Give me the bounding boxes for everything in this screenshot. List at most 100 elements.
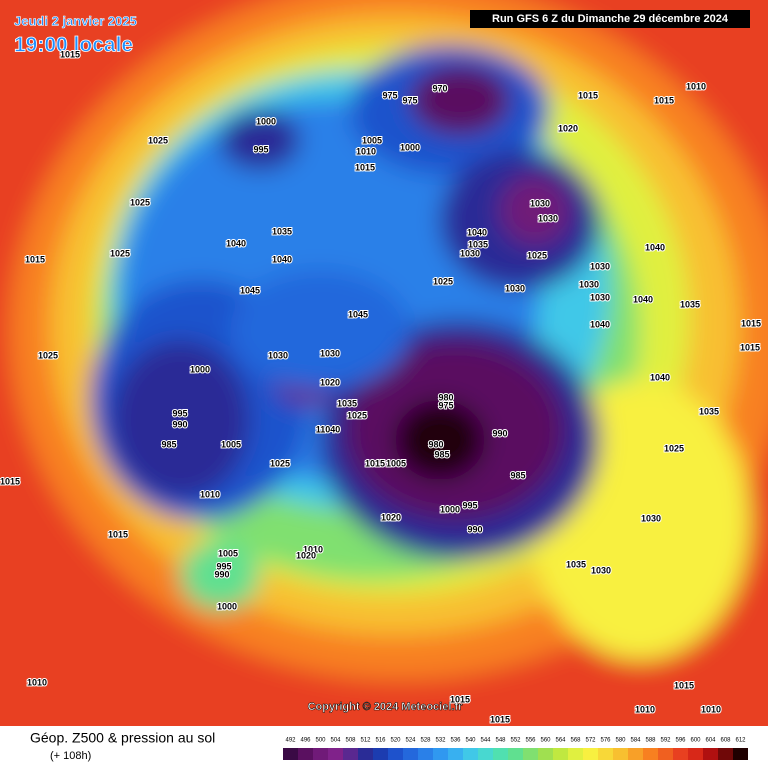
colorbar-label: 516 [375,738,386,744]
footer-bar [0,726,768,768]
pressure-label: 1010 [635,704,655,714]
colorbar-label: 608 [720,738,731,744]
colorbar-label: 556 [525,738,536,744]
colorbar-label: 500 [315,738,326,744]
colorbar-label: 604 [705,738,716,744]
colorbar-label: 532 [435,738,446,744]
pressure-label: 1035 [272,226,292,236]
pressure-label: 1015 [578,90,598,100]
colorbar-swatch [733,748,748,760]
pressure-label: 11040 [316,424,341,434]
pressure-label: 1030 [268,350,288,360]
pressure-label: 975 [402,95,417,105]
colorbar-label: 560 [540,738,551,744]
colorbar-label: 496 [300,738,311,744]
pressure-label: 990 [492,428,507,438]
pressure-label: 1015 [490,714,510,724]
copyright: Copyright © 2024 Meteociel.fr [308,701,464,713]
pressure-label: 990 [467,524,482,534]
colorbar-label: 508 [345,738,356,744]
pressure-label: 1035 [337,398,357,408]
pressure-label: 1025 [270,458,290,468]
colorbar-label: 596 [675,738,686,744]
pressure-label: 1040 [590,319,610,329]
pressure-label: 1000 [217,601,237,611]
colorbar-swatch [688,748,703,760]
colorbar-swatch [463,748,478,760]
pressure-label: 1035 [680,299,700,309]
colorbar-swatch [358,748,373,760]
pressure-label: 1000 [400,142,420,152]
pressure-label: 1025 [433,276,453,286]
colorbar-label: 552 [510,738,521,744]
colorbar-swatch [448,748,463,760]
run-label: Run GFS 6 Z du Dimanche 29 décembre 2024 [492,13,729,25]
colorbar-label: 592 [660,738,671,744]
pressure-label: 980 [438,392,453,402]
pressure-label: 1015 [355,162,375,172]
colorbar-swatch [388,748,403,760]
colorbar-swatch [433,748,448,760]
pressure-label: 1045 [348,309,368,319]
pressure-label: 1025 [110,248,130,258]
pressure-label: 985 [510,470,525,480]
colorbar-label: 544 [480,738,491,744]
pressure-label: 1040 [226,238,246,248]
colorbar-label: 580 [615,738,626,744]
pressure-label: 1040 [272,254,292,264]
colorbar-label: 576 [600,738,611,744]
colorbar-swatch [718,748,733,760]
pressure-label: 985 [434,449,449,459]
pressure-label: 970 [432,83,447,93]
colorbar-swatch [673,748,688,760]
pressure-label: 1015 [450,694,470,704]
colorbar-label: 520 [390,738,401,744]
pressure-label: 990 [214,569,229,579]
colorbar-swatch [313,748,328,760]
colorbar-label: 524 [405,738,416,744]
colorbar-label: 588 [645,738,656,744]
colorbar-swatch [703,748,718,760]
pressure-label: 1020 [296,550,316,560]
colorbar-swatch [283,748,298,760]
pressure-label: 1025 [347,410,367,420]
pressure-label: 1025 [527,250,547,260]
pressure-label: 1015 [365,458,385,468]
colorbar-label: 568 [570,738,581,744]
colorbar-swatch [418,748,433,760]
pressure-label: 1040 [467,227,487,237]
colorbar-label: 572 [585,738,596,744]
colorbar-label: 492 [285,738,296,744]
pressure-label: 1025 [130,197,150,207]
pressure-label: 1025 [38,350,58,360]
pressure-label: 1035 [699,406,719,416]
pressure-label: 1015 [60,49,80,59]
colorbar-label: 536 [450,738,461,744]
run-box [470,10,750,28]
pressure-label: 1030 [590,261,610,271]
date-label: Jeudi 2 janvier 2025 [14,13,137,28]
pressure-label: 1000 [440,504,460,514]
pressure-label: 1010 [200,489,220,499]
time-label: 19:00 locale [14,34,133,57]
footer-title: Géop. Z500 & pression au sol [30,730,215,746]
pressure-label: 1015 [674,680,694,690]
pressure-label: 1010 [303,544,323,554]
colorbar-swatch [373,748,388,760]
pressure-label: 995 [216,561,231,571]
colorbar-label: 584 [630,738,641,744]
pressure-label: 1015 [25,254,45,264]
colorbar-swatch [328,748,343,760]
pressure-label: 1005 [362,135,382,145]
pressure-label: 990 [172,419,187,429]
colorbar-label: 600 [690,738,701,744]
pressure-label: 1015 [654,95,674,105]
pressure-label: 1035 [566,559,586,569]
pressure-label: 1035 [468,239,488,249]
pressure-label: 1040 [645,242,665,252]
pressure-label: 1010 [701,704,721,714]
pressure-label: 980 [428,439,443,449]
pressure-label: 1015 [0,476,20,486]
pressure-label: 1005 [218,548,238,558]
